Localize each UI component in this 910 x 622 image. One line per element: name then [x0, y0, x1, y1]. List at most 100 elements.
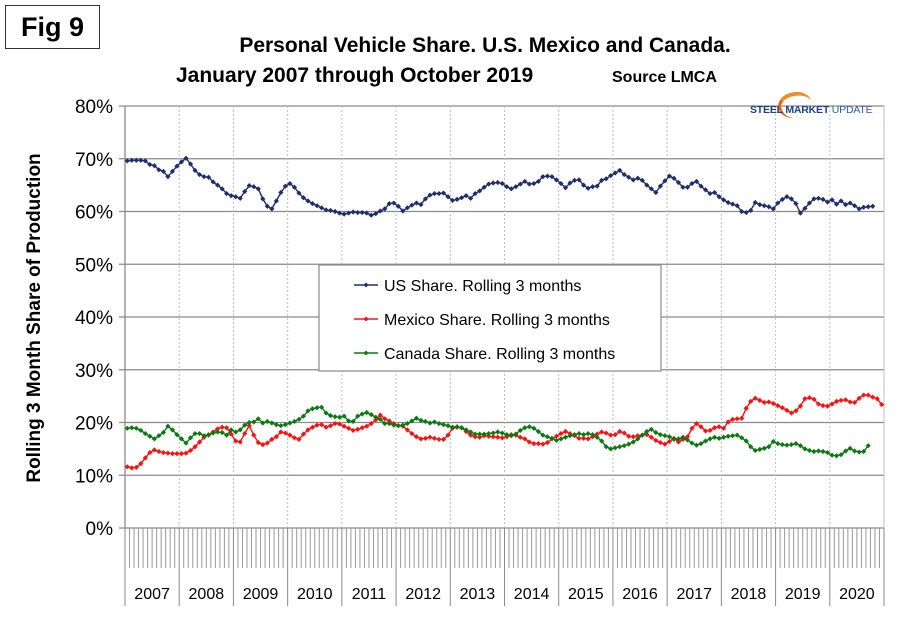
data-point — [323, 207, 329, 213]
data-point — [716, 194, 722, 200]
data-point — [522, 425, 528, 431]
y-tick-label: 0% — [86, 519, 114, 540]
data-point — [495, 179, 501, 186]
data-point — [454, 196, 460, 202]
data-point — [377, 412, 383, 418]
data-point — [468, 195, 474, 201]
data-point — [693, 178, 700, 185]
data-point — [233, 429, 239, 435]
data-point — [169, 168, 176, 175]
data-point — [766, 444, 772, 450]
data-point — [224, 190, 230, 197]
data-point — [242, 430, 248, 437]
data-point — [693, 420, 700, 427]
data-point — [793, 408, 799, 414]
data-point — [210, 179, 216, 185]
data-point — [522, 436, 528, 442]
x-tick-label: 2009 — [243, 586, 279, 603]
data-point — [251, 419, 257, 425]
data-point — [544, 434, 551, 440]
data-point — [684, 434, 691, 440]
data-point — [626, 441, 632, 447]
data-point — [585, 430, 591, 437]
x-tick-label: 2011 — [352, 586, 387, 603]
data-point — [215, 429, 221, 435]
data-point — [264, 440, 270, 446]
data-point — [829, 401, 835, 407]
data-point — [526, 439, 532, 445]
data-point — [282, 183, 288, 189]
data-point — [395, 203, 401, 209]
data-point — [648, 186, 654, 192]
data-point — [504, 184, 510, 190]
data-point — [829, 197, 835, 203]
data-point — [802, 205, 808, 211]
data-point — [260, 196, 266, 202]
data-point — [847, 445, 853, 451]
legend-swatch-marker — [363, 350, 369, 356]
data-point — [707, 190, 713, 197]
data-point — [481, 184, 487, 190]
legend: US Share. Rolling 3 months Mexico Share. … — [318, 264, 662, 372]
data-point — [608, 446, 614, 452]
data-point — [124, 464, 130, 470]
data-point — [327, 207, 334, 214]
data-point — [472, 190, 478, 197]
data-point — [824, 199, 831, 205]
data-point — [445, 423, 451, 429]
data-point — [373, 417, 379, 423]
data-point — [427, 192, 433, 198]
data-point — [133, 464, 139, 470]
data-point — [675, 439, 682, 445]
data-point — [666, 434, 673, 440]
data-point — [833, 453, 840, 459]
data-point — [508, 433, 514, 439]
data-point — [734, 203, 740, 209]
data-point — [680, 434, 686, 440]
data-point — [535, 441, 541, 447]
data-point — [273, 434, 279, 440]
data-point — [558, 436, 564, 442]
data-point — [196, 439, 203, 445]
data-point — [287, 420, 293, 426]
data-point — [852, 448, 858, 454]
data-point — [386, 418, 392, 424]
data-point — [684, 437, 691, 443]
data-point — [562, 434, 569, 440]
data-point — [730, 433, 736, 439]
data-point — [364, 210, 370, 216]
data-point — [815, 401, 822, 407]
data-point — [431, 190, 438, 197]
data-point — [702, 187, 709, 193]
data-point — [431, 435, 438, 441]
data-point — [711, 189, 718, 196]
data-point — [544, 173, 551, 179]
data-point — [486, 181, 492, 187]
data-point — [815, 448, 822, 454]
data-point — [599, 429, 605, 435]
data-point — [612, 432, 618, 438]
data-point — [169, 451, 176, 457]
data-point — [653, 429, 659, 436]
data-point — [811, 448, 817, 455]
data-point — [160, 168, 167, 175]
data-point — [549, 174, 555, 180]
data-point — [355, 413, 361, 419]
x-axis: 2007 2008 2009 2010 2011 2012 2013 2014 2015 2016… — [124, 106, 885, 606]
data-point — [639, 432, 645, 438]
data-point — [463, 427, 469, 433]
data-point — [621, 171, 627, 178]
data-point — [468, 432, 474, 438]
figure-label: Fig 9 — [5, 5, 100, 49]
data-point — [138, 157, 144, 163]
data-point — [531, 180, 537, 187]
data-point — [508, 186, 514, 192]
data-point — [698, 424, 704, 430]
data-point — [666, 438, 673, 445]
data-point — [770, 400, 776, 407]
data-point — [662, 178, 668, 184]
data-point — [639, 177, 645, 183]
data-point — [133, 425, 139, 431]
legend-label: Canada Share. Rolling 3 months — [384, 346, 615, 363]
